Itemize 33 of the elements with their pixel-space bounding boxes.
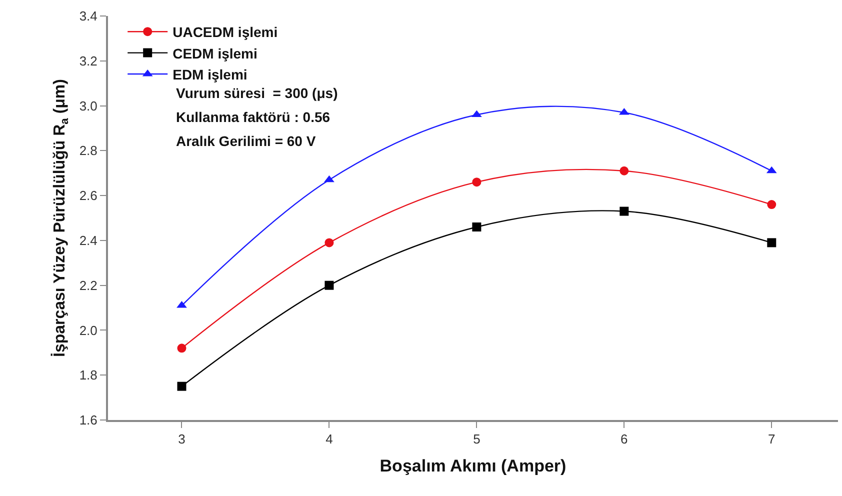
y-tick-label: 2.8	[79, 143, 98, 158]
point	[324, 175, 334, 182]
x-axis-title: Boşalım Akımı (Amper)	[380, 456, 566, 476]
point	[472, 178, 482, 187]
point	[324, 238, 334, 248]
x-tick-label: 3	[178, 432, 186, 447]
point	[177, 382, 186, 391]
y-tick-label: 2.4	[79, 232, 98, 248]
y-tick-label: 2.6	[79, 188, 98, 204]
annotation: Aralık Gerilimi = 60 V	[176, 133, 316, 149]
x-tick-label: 4	[326, 432, 333, 447]
y-tick-label: 2.0	[79, 322, 98, 338]
point	[177, 344, 186, 353]
legend-label: EDM işlemi	[172, 66, 248, 82]
y-tick-label: 3.2	[79, 53, 98, 68]
y-tick-label: 1.6	[79, 412, 98, 428]
legend-label: UACEDM işlemi	[172, 24, 278, 40]
x-tick-label: 5	[473, 432, 480, 447]
legend-label: CEDM işlemi	[172, 45, 258, 62]
y-tick-label: 1.8	[79, 368, 98, 383]
x-tick-label: 6	[620, 432, 628, 447]
y-tick-label: 3.4	[79, 8, 98, 24]
point	[767, 200, 776, 210]
point	[620, 166, 629, 176]
annotation: Vurum süresi = 300 (μs)	[176, 85, 338, 101]
annotation: Kullanma faktörü : 0.56	[176, 109, 330, 125]
y-tick-label: 2.2	[79, 278, 98, 293]
y-tick-label: 3.0	[79, 98, 98, 114]
point	[620, 206, 629, 216]
point	[472, 222, 482, 232]
x-tick-label: 7	[768, 432, 776, 447]
point	[767, 238, 776, 248]
point	[324, 280, 334, 290]
